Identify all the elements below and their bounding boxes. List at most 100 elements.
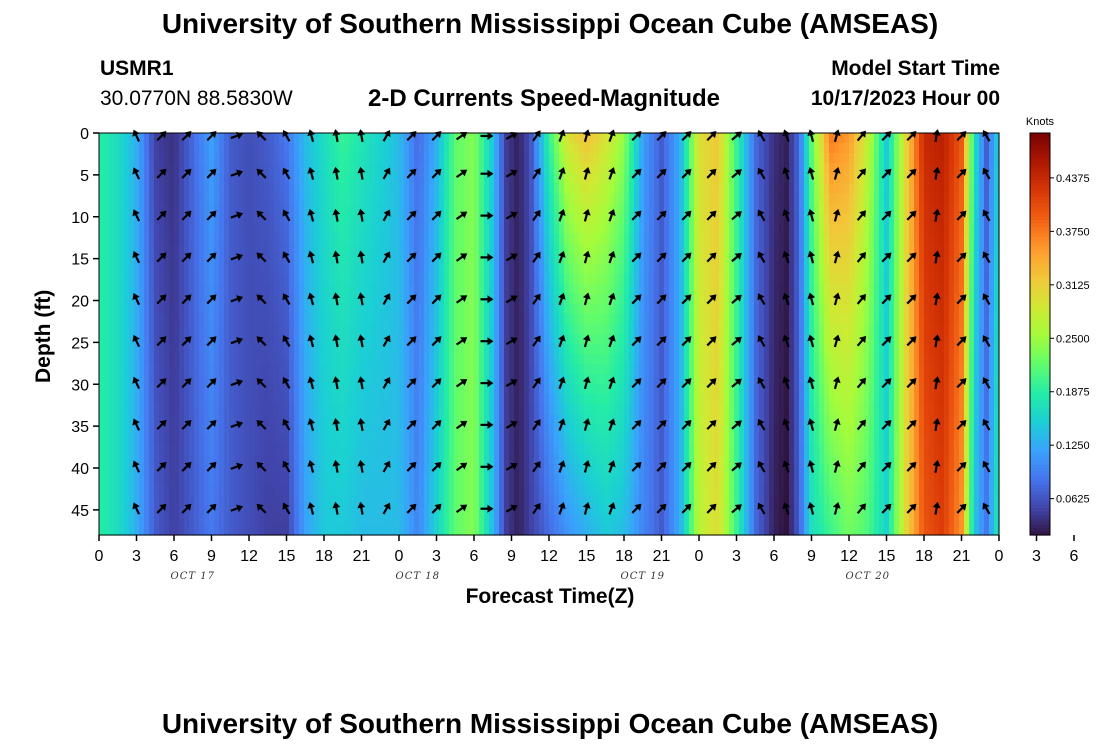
heatmap-cell (639, 173, 645, 184)
heatmap-cell (219, 404, 225, 415)
heatmap-cell (499, 313, 505, 325)
heatmap-cell (329, 183, 335, 194)
heatmap-cell (484, 334, 490, 345)
heatmap-cell (289, 454, 295, 466)
heatmap-cell (684, 163, 690, 174)
heatmap-cell (464, 273, 470, 285)
heatmap-cell (364, 133, 370, 144)
heatmap-cell (449, 223, 455, 235)
heatmap-cell (634, 253, 640, 265)
heatmap-cell (534, 514, 540, 526)
heatmap-cell (444, 263, 450, 275)
heatmap-cell (539, 223, 545, 235)
heatmap-cell (534, 323, 540, 335)
heatmap-cell (664, 263, 670, 275)
heatmap-cell (719, 364, 725, 375)
heatmap-cell (174, 404, 180, 415)
heatmap-cell (149, 303, 155, 315)
heatmap-cell (389, 374, 395, 385)
heatmap-cell (314, 514, 320, 526)
heatmap-cell (124, 514, 130, 526)
heatmap-cell (664, 364, 670, 375)
heatmap-cell (459, 494, 465, 506)
heatmap-cell (594, 474, 600, 486)
heatmap-cell (659, 303, 665, 315)
heatmap-cell (339, 273, 345, 285)
heatmap-cell (99, 354, 105, 365)
heatmap-cell (249, 173, 255, 184)
heatmap-cell (454, 524, 460, 536)
heatmap-cell (399, 293, 405, 305)
heatmap-cell (459, 283, 465, 295)
heatmap-cell (114, 354, 120, 365)
heatmap-cell (554, 313, 560, 325)
heatmap-cell (369, 354, 375, 365)
heatmap-cell (129, 143, 135, 154)
heatmap-cell (549, 163, 555, 174)
heatmap-cell (99, 313, 105, 325)
heatmap-cell (524, 524, 530, 536)
heatmap-cell (589, 444, 595, 456)
heatmap-cell (374, 183, 380, 194)
heatmap-cell (119, 283, 125, 295)
heatmap-cell (579, 494, 585, 506)
heatmap-cell (589, 484, 595, 496)
heatmap-cell (204, 223, 210, 235)
heatmap-cell (569, 153, 575, 164)
heatmap-cell (279, 273, 285, 285)
heatmap-cell (704, 283, 710, 295)
heatmap-cell (614, 303, 620, 315)
heatmap-cell (329, 273, 335, 285)
heatmap-cell (319, 293, 325, 305)
heatmap-cell (564, 434, 570, 446)
heatmap-cell (314, 233, 320, 245)
heatmap-cell (189, 364, 195, 375)
heatmap-cell (429, 313, 435, 325)
heatmap-cell (579, 183, 585, 194)
heatmap-cell (689, 273, 695, 285)
heatmap-cell (414, 364, 420, 375)
heatmap-cell (124, 444, 130, 456)
heatmap-cell (454, 173, 460, 184)
heatmap-cell (664, 183, 670, 194)
heatmap-cell (294, 434, 300, 446)
heatmap-cell (119, 153, 125, 164)
heatmap-cell (464, 293, 470, 305)
heatmap-cell (539, 293, 545, 305)
heatmap-cell (329, 394, 335, 405)
heatmap-cell (364, 283, 370, 295)
heatmap-cell (469, 233, 475, 245)
heatmap-cell (484, 173, 490, 184)
heatmap-cell (114, 243, 120, 255)
heatmap-cell (519, 504, 525, 516)
heatmap-cell (704, 193, 710, 204)
heatmap-cell (249, 434, 255, 446)
heatmap-cell (694, 454, 700, 466)
heatmap-cell (704, 354, 710, 365)
heatmap-cell (569, 484, 575, 496)
heatmap-cell (169, 354, 175, 365)
heatmap-cell (154, 454, 160, 466)
heatmap-cell (534, 223, 540, 235)
heatmap-cell (684, 273, 690, 285)
heatmap-cell (124, 334, 130, 345)
heatmap-cell (589, 394, 595, 405)
heatmap-cell (314, 153, 320, 164)
heatmap-cell (374, 474, 380, 486)
heatmap-cell (554, 454, 560, 466)
heatmap-cell (124, 384, 130, 395)
heatmap-cell (659, 173, 665, 184)
heatmap-cell (329, 303, 335, 315)
heatmap-cell (624, 313, 630, 325)
heatmap-cell (494, 273, 500, 285)
heatmap-cell (134, 424, 140, 436)
heatmap-cell (629, 494, 635, 506)
heatmap-cell (539, 464, 545, 476)
heatmap-cell (494, 354, 500, 365)
heatmap-cell (119, 414, 125, 426)
heatmap-cell (279, 223, 285, 235)
heatmap-cell (364, 263, 370, 275)
heatmap-cell (564, 404, 570, 415)
heatmap-cell (384, 233, 390, 245)
heatmap-cell (594, 173, 600, 184)
